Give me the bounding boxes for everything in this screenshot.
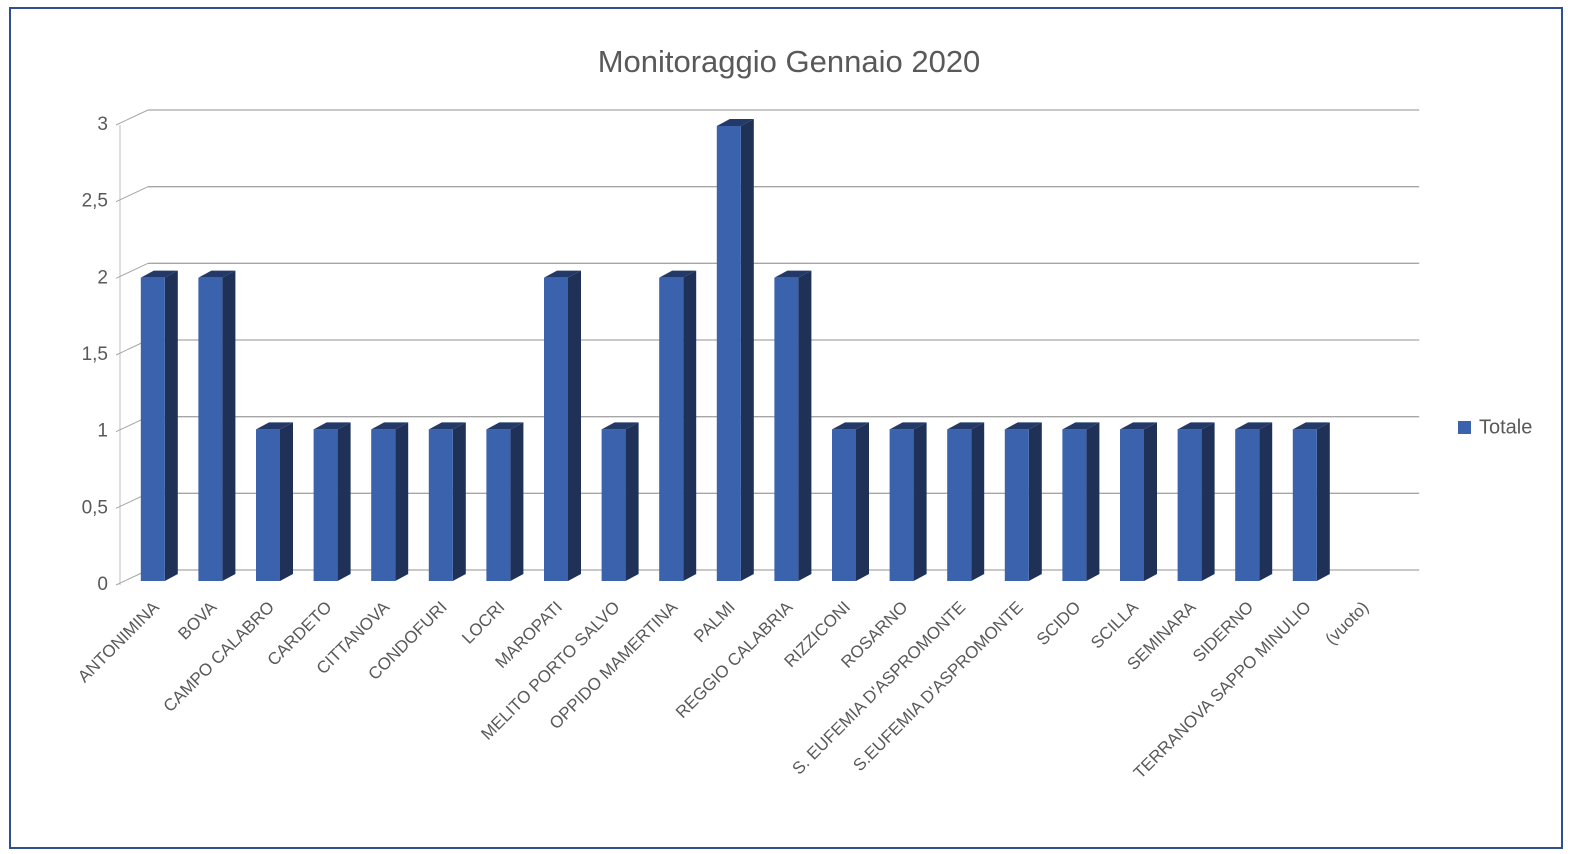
bar-top (889, 422, 927, 430)
bar-side (1028, 422, 1042, 581)
bar-front (1062, 429, 1087, 581)
bar-top (486, 422, 524, 430)
bar-top (140, 270, 178, 278)
bar-side (1316, 422, 1330, 581)
bar-front (601, 429, 626, 581)
bar (1062, 422, 1100, 581)
y-tick-label: 3 (97, 114, 108, 135)
bar (313, 422, 351, 581)
bar-front (544, 277, 568, 581)
tick-mark (115, 186, 149, 203)
bar (1120, 422, 1157, 581)
bar (140, 270, 178, 581)
bar-front (1177, 429, 1202, 581)
bar (1292, 422, 1330, 581)
bar (1177, 422, 1215, 581)
bar-top (716, 119, 754, 126)
bar-front (1120, 429, 1144, 581)
bar-top (1292, 422, 1330, 430)
bar-front (832, 429, 856, 581)
tick-mark (115, 262, 149, 279)
bar-front (256, 429, 280, 581)
bar-side (395, 422, 409, 581)
bar-side (913, 422, 927, 581)
bar-top (198, 270, 236, 278)
bar-front (371, 429, 396, 581)
bar (716, 119, 754, 581)
bar-side (1086, 422, 1100, 581)
bar (428, 422, 466, 581)
bar-top (371, 422, 409, 430)
y-tick-label: 2 (97, 267, 108, 288)
bar (544, 270, 581, 581)
legend-label: Totale (1479, 416, 1532, 438)
bar-top (1004, 422, 1042, 430)
bar-top (1062, 422, 1100, 430)
bar (1004, 422, 1042, 581)
y-tick-label: 0,5 (82, 497, 108, 518)
bar (889, 422, 927, 581)
y-tick-label: 1 (97, 421, 108, 442)
bar-side (740, 119, 754, 581)
bar-front (1235, 429, 1260, 581)
bar-top (659, 270, 697, 278)
bar (486, 422, 524, 581)
bar-top (774, 270, 812, 278)
bar-front (428, 429, 453, 581)
bar-side (164, 270, 178, 581)
bar-front (486, 429, 511, 581)
bar (256, 422, 293, 581)
bar-top (832, 422, 869, 430)
bar-side (1259, 422, 1273, 581)
bar-front (716, 126, 741, 581)
bar-top (1177, 422, 1215, 430)
bar-front (1292, 429, 1317, 581)
bar-front (774, 277, 799, 581)
bar (659, 270, 697, 581)
bar-side (452, 422, 466, 581)
bar-top (256, 422, 293, 430)
bar-front (947, 429, 972, 581)
y-tick-label: 1,5 (82, 344, 108, 365)
bar (198, 270, 236, 581)
tick-mark (115, 109, 149, 126)
bar-front (1004, 429, 1029, 581)
bar-side (222, 270, 236, 581)
y-tick-label: 0 (97, 574, 108, 595)
bar-side (510, 422, 524, 581)
bar (774, 270, 812, 581)
bar-side (337, 422, 351, 581)
bar-front (313, 429, 338, 581)
bar-top (313, 422, 351, 430)
bar-side (1144, 422, 1157, 581)
bar-side (568, 270, 581, 581)
bar-side (971, 422, 985, 581)
chart-title: Monitoraggio Gennaio 2020 (598, 44, 981, 79)
bar-front (889, 429, 914, 581)
bar (1235, 422, 1273, 581)
bar-front (140, 277, 165, 581)
bar-side (856, 422, 869, 581)
bar-side (1201, 422, 1215, 581)
bar-top (544, 270, 581, 278)
bar-top (1120, 422, 1157, 430)
bar-top (1235, 422, 1273, 430)
bar-side (280, 422, 293, 581)
bar-top (428, 422, 466, 430)
bar-top (601, 422, 639, 430)
bar-front (659, 277, 684, 581)
bar (371, 422, 409, 581)
bar (601, 422, 639, 581)
bar (947, 422, 985, 581)
bar (832, 422, 869, 581)
bar-side (625, 422, 639, 581)
bar-top (947, 422, 985, 430)
bar-side (683, 270, 697, 581)
bar-front (198, 277, 223, 581)
legend-swatch (1458, 421, 1471, 434)
y-tick-label: 2,5 (82, 191, 108, 212)
bar-side (798, 270, 812, 581)
